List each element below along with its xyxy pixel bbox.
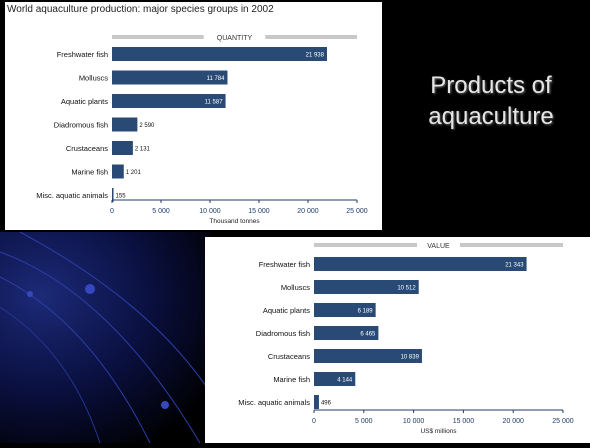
quantity-chart: QUANTITY Freshwater fish 21 938 Molluscs 11 …	[36, 29, 368, 225]
data-label: 21 343	[505, 263, 524, 269]
x-tick-label: 25 000	[552, 418, 574, 425]
x-tick-label: 0	[110, 208, 114, 215]
bar	[314, 303, 376, 317]
x-axis-label: US$ millions	[420, 428, 457, 435]
bar	[112, 70, 228, 85]
bar	[314, 257, 527, 271]
value-chart-panel: VALUE Freshwater fish 21 343 Molluscs 10 512…	[205, 237, 590, 443]
x-tick-label: 15 000	[248, 208, 270, 215]
x-tick-label: 20 000	[297, 208, 319, 215]
category-label: Crustaceans	[268, 352, 310, 361]
category-label: Crustaceans	[66, 144, 108, 153]
x-tick-label: 25 000	[346, 208, 368, 215]
category-label: Molluscs	[79, 74, 108, 83]
chart-title: World aquaculture production: major spec…	[7, 4, 274, 15]
x-tick-label: 10 000	[403, 418, 425, 425]
bar	[112, 188, 114, 202]
x-tick-label: 0	[312, 418, 316, 425]
heading-line-1: Products of	[430, 72, 552, 99]
category-label: Marine fish	[71, 168, 108, 177]
data-label: 10 512	[397, 286, 416, 292]
category-label: Freshwater fish	[57, 50, 108, 59]
x-tick-label: 20 000	[502, 418, 524, 425]
data-label: 4 144	[337, 378, 353, 384]
bar	[314, 349, 422, 363]
bar	[112, 117, 138, 132]
category-label: Aquatic plants	[61, 97, 108, 106]
x-tick-label: 5 000	[152, 208, 170, 215]
category-label: Misc. aquatic animals	[36, 191, 108, 200]
data-label: 11 784	[207, 76, 226, 82]
bar	[112, 164, 124, 179]
quantity-chart-panel: World aquaculture production: major spec…	[5, 2, 382, 230]
bar	[314, 280, 419, 294]
bar	[314, 372, 356, 386]
data-label: 2 590	[139, 123, 155, 129]
band-label-bg	[417, 237, 460, 251]
slide-heading: Products of aquaculture	[392, 70, 590, 132]
x-tick-label: 10 000	[199, 208, 221, 215]
band-label: QUANTITY	[217, 35, 253, 42]
data-label: 6 465	[360, 332, 376, 338]
background-decoration	[0, 232, 210, 443]
data-label: 496	[321, 401, 332, 407]
data-label: 1 201	[126, 170, 142, 176]
data-label: 6 189	[358, 309, 374, 315]
category-label: Diadromous fish	[256, 329, 310, 338]
data-label: 21 938	[306, 53, 325, 59]
x-tick-label: 5 000	[355, 418, 373, 425]
heading-line-2: aquaculture	[428, 103, 554, 130]
bar	[112, 141, 133, 155]
category-label: Molluscs	[281, 283, 310, 292]
category-label: Aquatic plants	[263, 306, 310, 315]
x-axis-label: Thousand tonnes	[209, 218, 260, 225]
bar	[314, 395, 319, 409]
bar	[112, 47, 327, 61]
category-label: Freshwater fish	[259, 260, 310, 269]
value-chart: VALUE Freshwater fish 21 343 Molluscs 10 512…	[238, 237, 574, 435]
bar	[314, 326, 379, 340]
bar	[112, 94, 226, 108]
category-label: Misc. aquatic animals	[238, 398, 310, 407]
band-label-bg	[203, 29, 266, 43]
x-tick-label: 15 000	[453, 418, 475, 425]
category-label: Marine fish	[273, 375, 310, 384]
data-label: 2 131	[135, 147, 151, 153]
data-label: 155	[116, 194, 127, 200]
category-label: Diadromous fish	[54, 121, 108, 130]
data-label: 10 839	[401, 355, 420, 361]
band-label: VALUE	[427, 243, 450, 250]
data-label: 11 587	[205, 100, 224, 106]
